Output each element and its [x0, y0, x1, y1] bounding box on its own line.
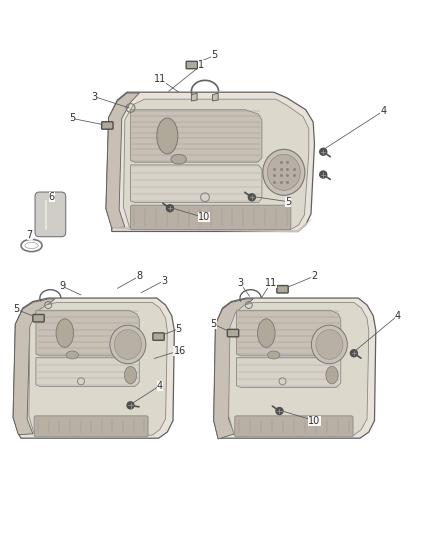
Polygon shape [124, 99, 309, 229]
Ellipse shape [157, 118, 178, 154]
FancyBboxPatch shape [186, 61, 198, 69]
Polygon shape [131, 110, 262, 162]
Ellipse shape [124, 366, 137, 384]
Text: 16: 16 [173, 345, 186, 356]
Text: 5: 5 [285, 197, 291, 207]
Text: 4: 4 [157, 381, 163, 391]
Polygon shape [13, 298, 174, 438]
Ellipse shape [326, 366, 338, 384]
Polygon shape [106, 92, 314, 231]
Text: 5: 5 [176, 324, 182, 334]
Polygon shape [237, 358, 341, 387]
Polygon shape [106, 93, 139, 228]
Circle shape [166, 205, 173, 212]
FancyBboxPatch shape [153, 333, 164, 340]
Text: 3: 3 [91, 92, 97, 102]
Polygon shape [113, 219, 312, 232]
Ellipse shape [263, 149, 305, 195]
Ellipse shape [311, 325, 347, 364]
Polygon shape [237, 310, 341, 356]
FancyBboxPatch shape [235, 416, 353, 437]
Text: 5: 5 [14, 304, 20, 314]
Text: 10: 10 [308, 416, 321, 426]
Ellipse shape [258, 319, 275, 348]
Ellipse shape [110, 325, 146, 364]
FancyBboxPatch shape [35, 192, 66, 237]
FancyBboxPatch shape [34, 416, 148, 437]
Text: 11: 11 [265, 278, 277, 288]
Polygon shape [13, 299, 55, 435]
Text: 7: 7 [27, 230, 33, 240]
Ellipse shape [316, 329, 343, 359]
Ellipse shape [56, 319, 74, 348]
Polygon shape [212, 93, 218, 101]
Circle shape [127, 402, 134, 409]
Circle shape [350, 350, 357, 357]
Polygon shape [36, 358, 139, 386]
FancyBboxPatch shape [33, 314, 44, 322]
Circle shape [320, 171, 327, 178]
Text: 4: 4 [380, 106, 386, 116]
Circle shape [320, 148, 327, 155]
Polygon shape [214, 299, 253, 439]
Polygon shape [214, 298, 376, 438]
FancyBboxPatch shape [277, 286, 288, 293]
Text: 9: 9 [59, 281, 65, 291]
Polygon shape [191, 93, 197, 101]
Text: 2: 2 [311, 271, 318, 281]
Polygon shape [131, 165, 262, 203]
FancyBboxPatch shape [131, 205, 291, 230]
FancyBboxPatch shape [102, 122, 113, 129]
Ellipse shape [114, 329, 141, 359]
Text: 1: 1 [198, 60, 205, 70]
Polygon shape [29, 302, 167, 435]
Text: 5: 5 [69, 114, 75, 124]
Text: 10: 10 [198, 213, 210, 222]
Text: 8: 8 [136, 271, 142, 281]
Ellipse shape [268, 351, 280, 359]
Text: 11: 11 [154, 74, 166, 84]
Ellipse shape [171, 155, 186, 164]
Text: 3: 3 [161, 276, 167, 286]
Polygon shape [36, 310, 139, 356]
Text: 5: 5 [212, 51, 218, 60]
Ellipse shape [66, 351, 78, 359]
Text: 3: 3 [237, 278, 243, 288]
Ellipse shape [267, 155, 300, 190]
Text: 5: 5 [211, 319, 217, 329]
Polygon shape [229, 302, 369, 435]
Circle shape [276, 408, 283, 415]
FancyBboxPatch shape [227, 329, 239, 337]
Text: 6: 6 [49, 192, 55, 203]
Circle shape [248, 194, 255, 201]
Text: 4: 4 [395, 311, 401, 320]
